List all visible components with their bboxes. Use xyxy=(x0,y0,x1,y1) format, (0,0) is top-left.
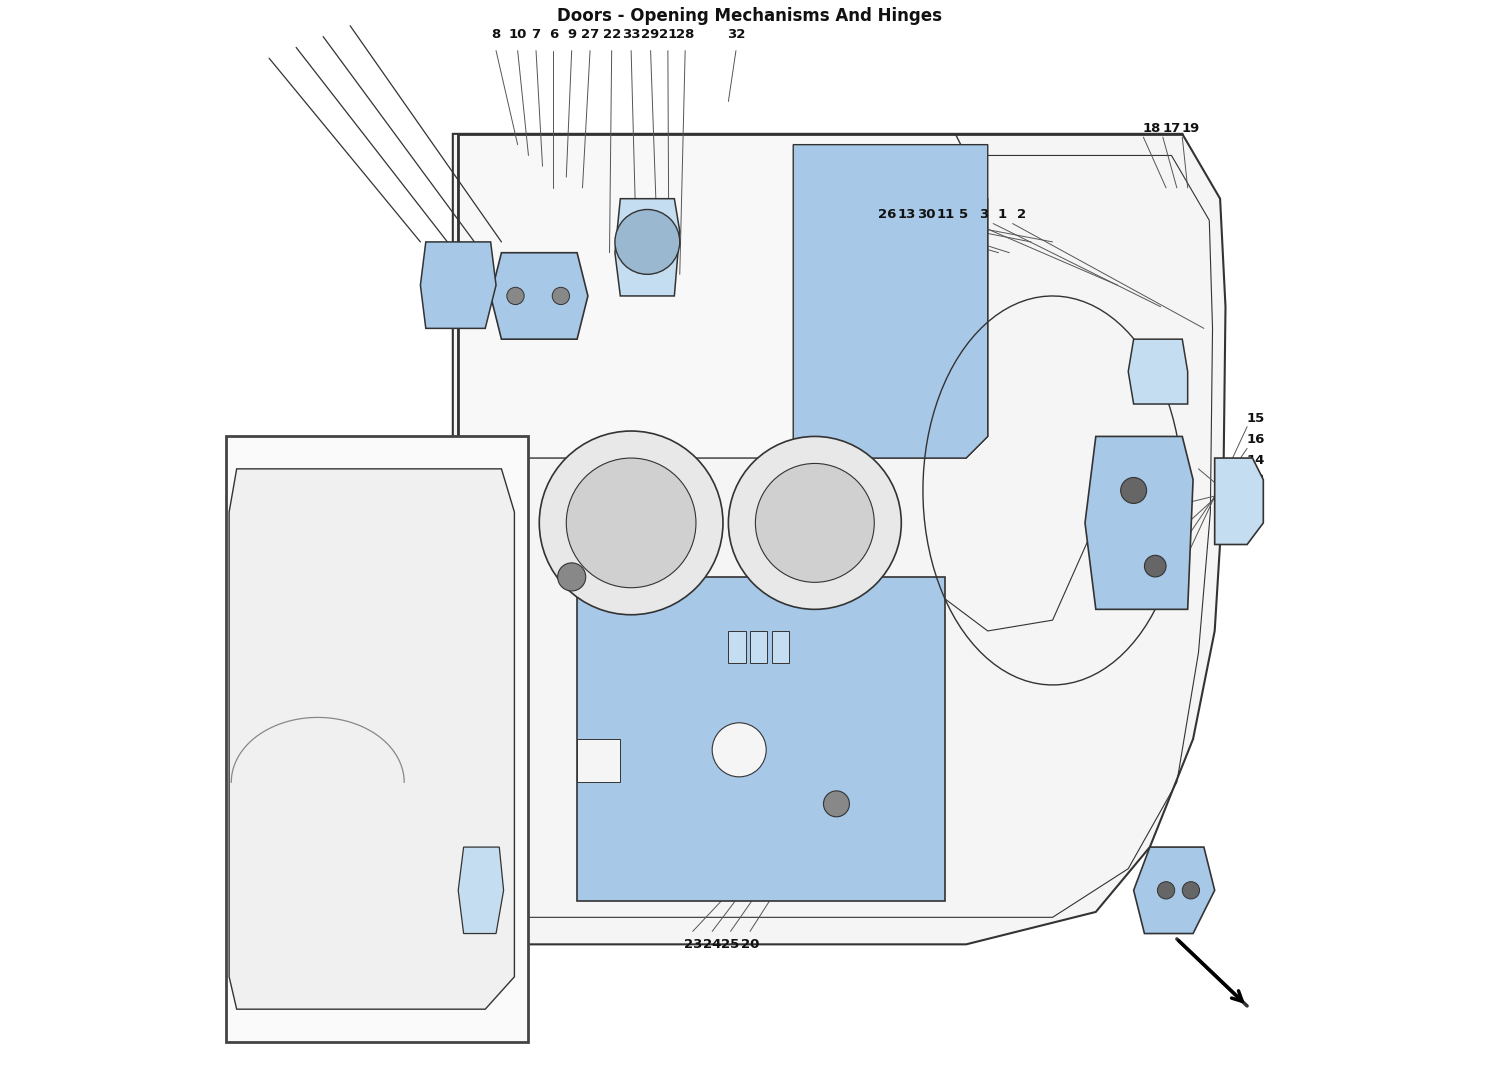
Circle shape xyxy=(1120,477,1146,503)
Circle shape xyxy=(1144,555,1166,577)
Bar xyxy=(750,631,768,663)
Polygon shape xyxy=(578,739,621,782)
Text: 5: 5 xyxy=(960,208,969,221)
Text: 6: 6 xyxy=(310,501,320,514)
Text: 4: 4 xyxy=(1251,494,1260,507)
Text: 24: 24 xyxy=(704,938,722,951)
Text: 8: 8 xyxy=(310,541,320,554)
Text: 12: 12 xyxy=(1246,473,1264,486)
Text: 26: 26 xyxy=(878,208,897,221)
Circle shape xyxy=(1158,882,1174,898)
Polygon shape xyxy=(388,544,447,620)
Polygon shape xyxy=(350,561,458,625)
Bar xyxy=(771,631,789,663)
Circle shape xyxy=(552,287,570,305)
Polygon shape xyxy=(615,198,680,296)
Polygon shape xyxy=(230,469,514,1010)
Text: 19: 19 xyxy=(1182,122,1200,135)
Text: 33: 33 xyxy=(622,28,640,41)
Text: 15: 15 xyxy=(1246,412,1264,425)
Text: 21: 21 xyxy=(658,28,676,41)
Text: 10: 10 xyxy=(509,28,526,41)
Circle shape xyxy=(567,458,696,588)
Circle shape xyxy=(824,791,849,817)
Polygon shape xyxy=(458,847,504,933)
Text: 10: 10 xyxy=(306,522,324,535)
Text: 30: 30 xyxy=(916,208,936,221)
Bar xyxy=(226,437,528,1041)
Text: 16: 16 xyxy=(1246,433,1264,446)
Text: 17: 17 xyxy=(1162,122,1180,135)
Polygon shape xyxy=(1084,437,1192,610)
Circle shape xyxy=(615,209,680,274)
Text: 28: 28 xyxy=(676,28,694,41)
Text: 25: 25 xyxy=(722,938,740,951)
Polygon shape xyxy=(490,253,588,339)
Circle shape xyxy=(376,585,393,602)
Text: 14: 14 xyxy=(1246,454,1264,467)
Text: 32: 32 xyxy=(728,28,746,41)
Text: 13: 13 xyxy=(897,208,916,221)
Text: 7: 7 xyxy=(531,28,540,41)
Text: Doors - Opening Mechanisms And Hinges: Doors - Opening Mechanisms And Hinges xyxy=(558,8,942,25)
Circle shape xyxy=(1182,882,1200,898)
Text: 23: 23 xyxy=(684,938,702,951)
Text: 8: 8 xyxy=(492,28,501,41)
Polygon shape xyxy=(453,134,1226,944)
Text: 9: 9 xyxy=(567,28,576,41)
Text: 11: 11 xyxy=(936,208,954,221)
Circle shape xyxy=(540,431,723,615)
Text: 27: 27 xyxy=(427,619,445,632)
Text: 31: 31 xyxy=(356,792,374,805)
Polygon shape xyxy=(1215,458,1263,544)
Text: 1: 1 xyxy=(998,208,1006,221)
Bar xyxy=(729,631,746,663)
Polygon shape xyxy=(420,242,497,329)
Circle shape xyxy=(558,563,585,591)
Polygon shape xyxy=(1128,339,1188,404)
Text: 7: 7 xyxy=(310,481,320,494)
Text: 29: 29 xyxy=(642,28,660,41)
Text: 6: 6 xyxy=(549,28,558,41)
Circle shape xyxy=(712,723,766,776)
Circle shape xyxy=(729,437,902,610)
Polygon shape xyxy=(1134,847,1215,933)
Circle shape xyxy=(756,464,874,583)
Text: 22: 22 xyxy=(603,28,621,41)
Text: 20: 20 xyxy=(741,938,759,951)
Polygon shape xyxy=(458,134,987,458)
Polygon shape xyxy=(578,577,945,901)
Polygon shape xyxy=(794,145,987,458)
Text: 9: 9 xyxy=(310,463,320,476)
Text: 27: 27 xyxy=(580,28,598,41)
Circle shape xyxy=(507,287,524,305)
Circle shape xyxy=(417,585,435,602)
Text: 18: 18 xyxy=(1143,122,1161,135)
Text: 2: 2 xyxy=(1017,208,1026,221)
Text: 3: 3 xyxy=(980,208,988,221)
Text: 20: 20 xyxy=(427,640,445,653)
